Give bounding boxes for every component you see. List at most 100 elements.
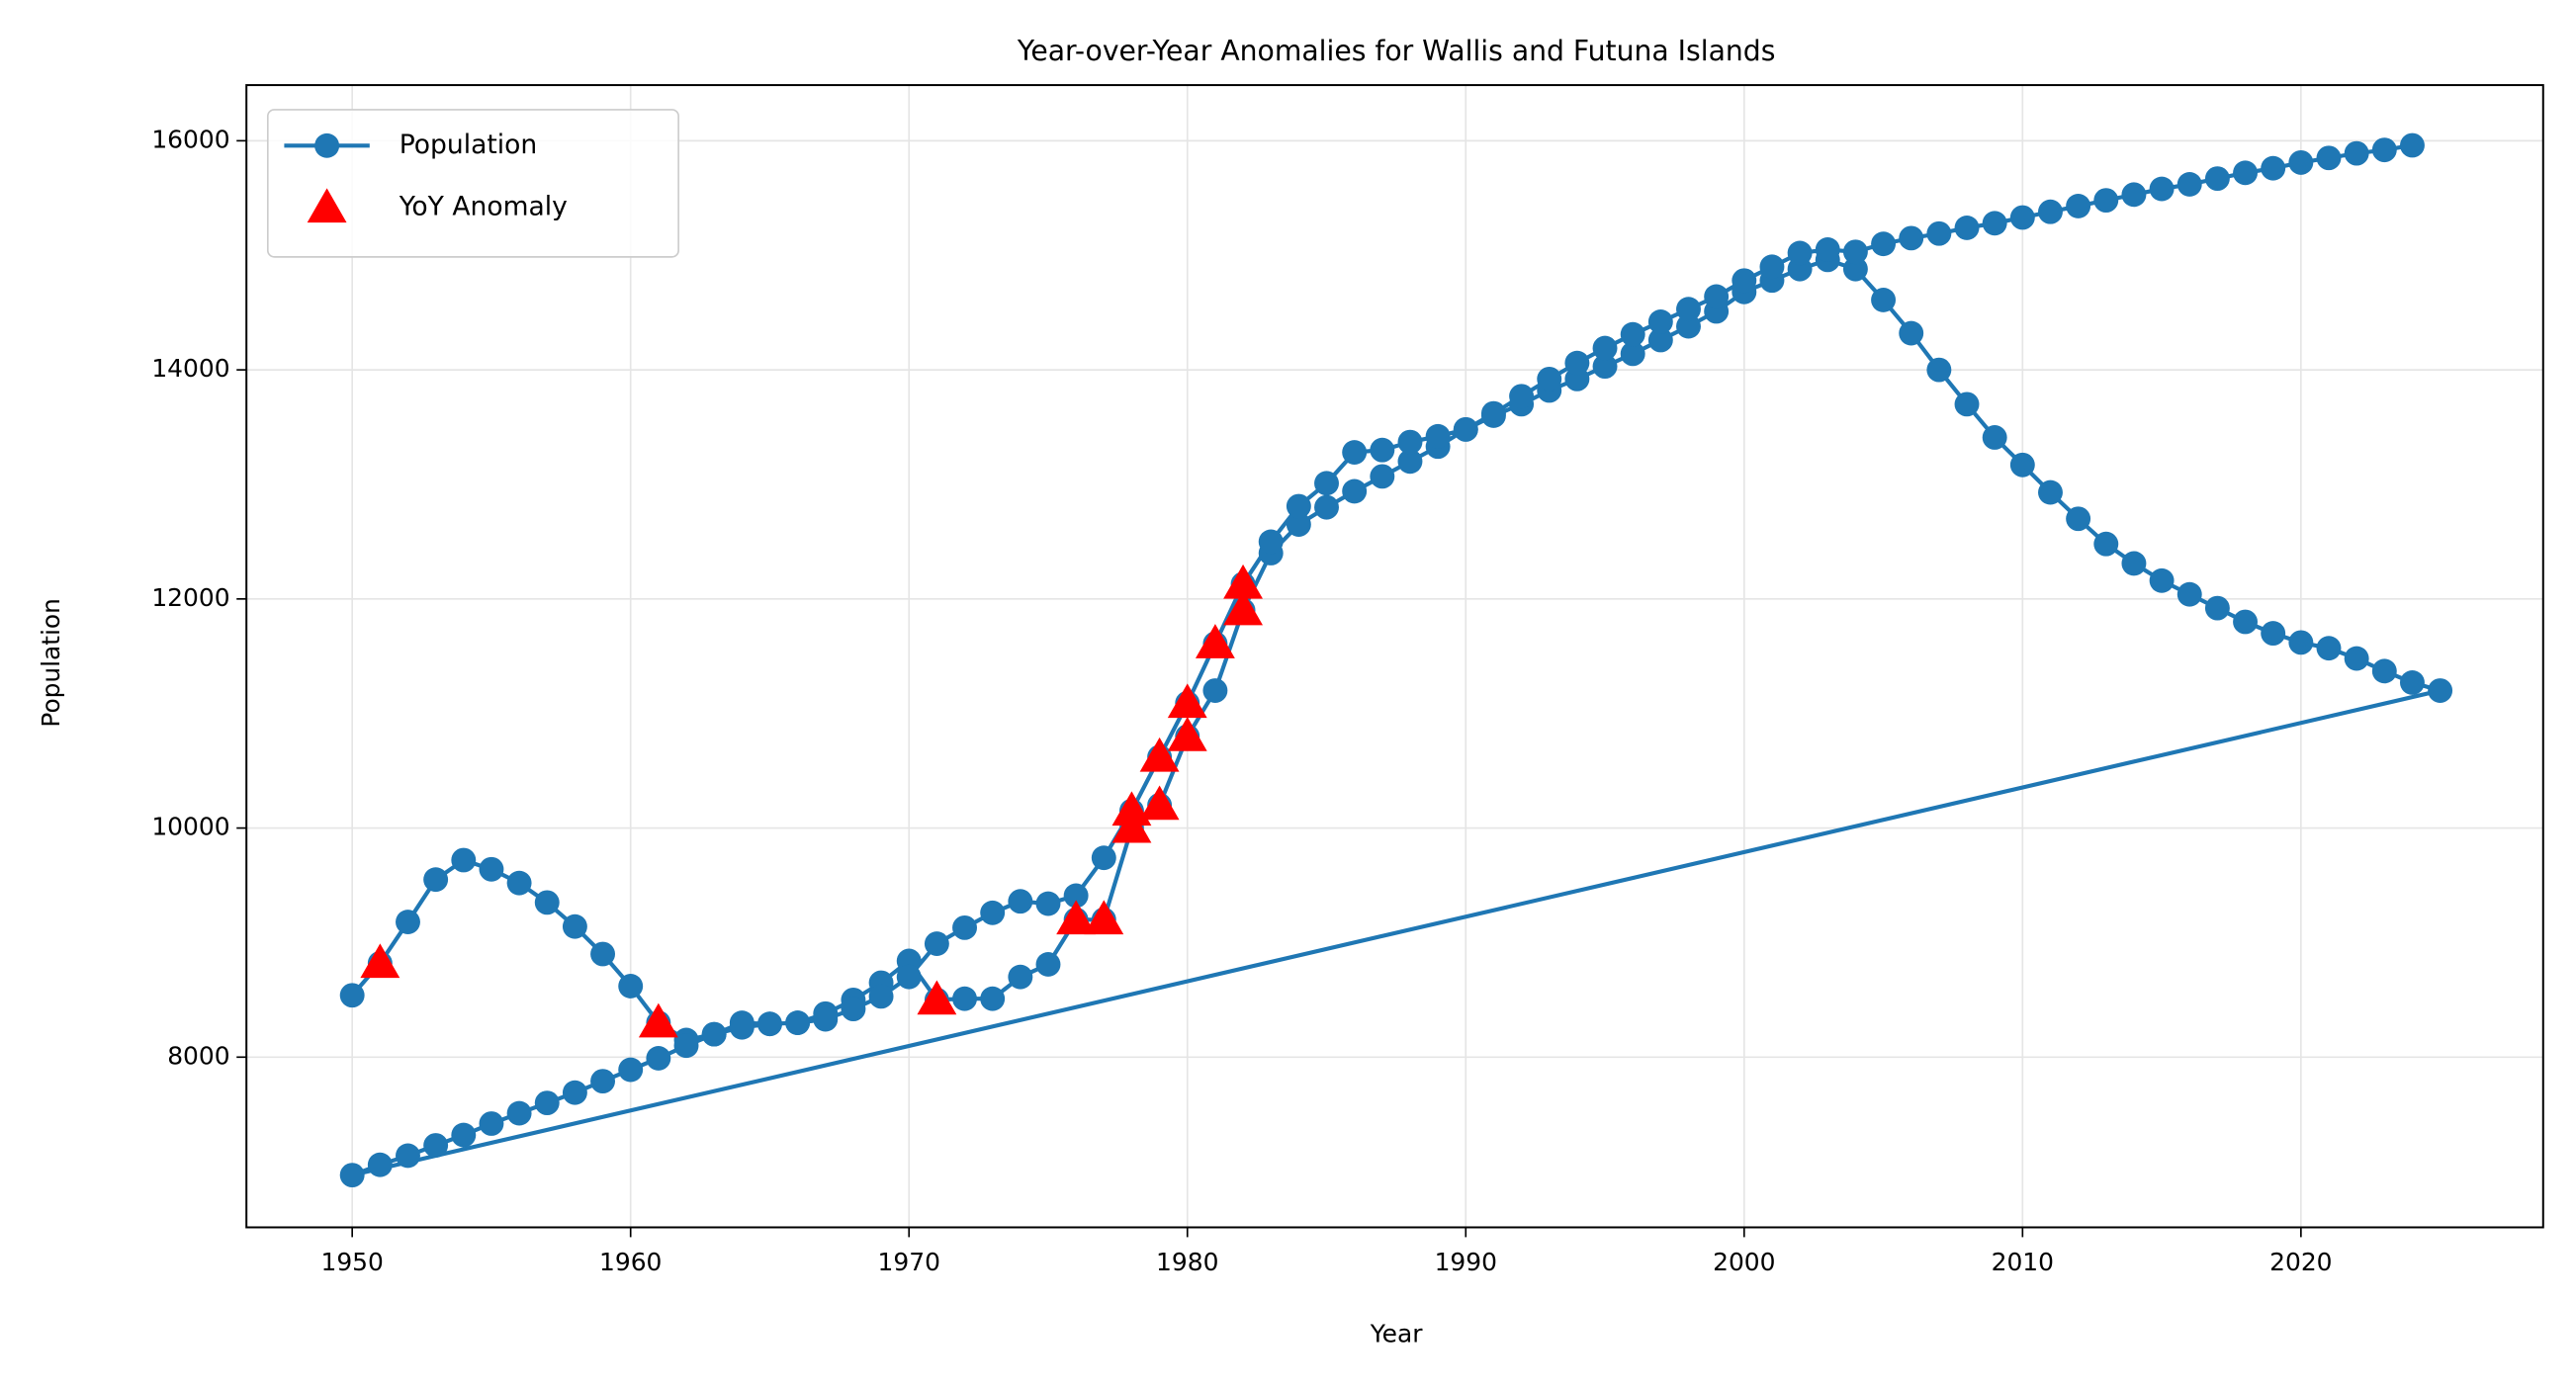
circle-marker — [2233, 160, 2259, 186]
circle-marker — [2121, 182, 2147, 208]
circle-marker — [1842, 239, 1868, 265]
circle-marker — [1035, 891, 1061, 916]
circle-marker — [1704, 284, 1730, 309]
circle-marker — [562, 913, 587, 939]
circle-marker — [2316, 636, 2342, 661]
circle-marker — [729, 1014, 755, 1040]
circle-marker — [2288, 149, 2314, 175]
circle-marker — [1564, 350, 1590, 376]
circle-marker — [534, 1090, 560, 1116]
circle-marker — [1954, 216, 1980, 240]
x-tick-label: 1970 — [878, 1248, 940, 1276]
circle-marker — [2399, 670, 2425, 695]
circle-marker — [952, 914, 977, 940]
circle-marker — [2066, 506, 2091, 532]
circle-marker — [2121, 551, 2147, 576]
circle-marker — [1480, 400, 1506, 426]
circle-marker — [1620, 341, 1645, 367]
circle-marker — [534, 890, 560, 915]
circle-marker — [2261, 621, 2286, 647]
circle-marker — [1676, 297, 1701, 322]
circle-marker — [1314, 494, 1339, 520]
circle-marker — [1397, 449, 1423, 475]
circle-marker — [1008, 964, 1033, 990]
legend-box — [266, 109, 679, 258]
x-tick-label: 2020 — [2269, 1248, 2332, 1276]
circle-marker — [1370, 437, 1395, 463]
circle-marker — [1842, 256, 1868, 282]
triangle-marker — [638, 1002, 678, 1038]
circle-marker — [1202, 678, 1228, 703]
circle-marker — [618, 1057, 644, 1083]
triangle-marker — [1223, 590, 1263, 626]
chart-title: Year-over-Year Anomalies for Wallis and … — [1017, 35, 1776, 67]
y-tick-label: 14000 — [151, 354, 229, 383]
circle-marker — [2233, 609, 2259, 635]
circle-marker — [2204, 166, 2230, 192]
circle-marker — [1871, 288, 1897, 312]
circle-marker — [1815, 237, 1840, 262]
circle-marker — [785, 1010, 811, 1035]
circle-marker — [1063, 883, 1089, 909]
triangle-marker — [360, 943, 400, 979]
circle-marker — [1759, 254, 1785, 280]
circle-marker — [646, 1046, 671, 1071]
x-tick-label: 2010 — [1992, 1248, 2054, 1276]
circle-marker — [1592, 335, 1618, 361]
triangle-marker — [1167, 683, 1207, 719]
circle-marker — [506, 870, 532, 896]
circle-marker — [1537, 366, 1562, 391]
circle-marker — [506, 1100, 532, 1126]
triangle-marker — [1084, 900, 1124, 935]
circle-marker — [1342, 478, 1368, 504]
axes-frame — [245, 84, 2544, 1229]
circle-marker — [396, 910, 420, 934]
circle-marker — [1425, 423, 1451, 449]
triangle-marker — [1139, 785, 1180, 821]
circle-marker — [423, 1133, 449, 1158]
circle-marker — [1397, 429, 1423, 455]
circle-marker — [2261, 155, 2286, 181]
triangle-marker — [1167, 717, 1207, 751]
circle-marker — [451, 847, 477, 873]
circle-marker — [2149, 567, 2175, 593]
circle-marker — [868, 984, 894, 1009]
circle-marker — [1787, 240, 1813, 266]
circle-marker — [1647, 327, 1673, 353]
circle-marker — [980, 986, 1006, 1011]
circle-marker — [1732, 268, 1757, 294]
plot-area — [339, 132, 2453, 1188]
circle-marker — [1314, 471, 1339, 496]
y-axis-label: Population — [37, 598, 65, 727]
y-tick-label: 8000 — [167, 1041, 229, 1070]
circle-marker — [618, 974, 644, 999]
circle-marker — [2149, 176, 2175, 202]
triangle-marker — [307, 188, 347, 223]
circle-marker — [339, 983, 365, 1008]
circle-marker — [1954, 391, 1980, 417]
triangle-marker — [1139, 737, 1180, 772]
circle-marker — [1035, 952, 1061, 977]
triangle-marker — [917, 980, 957, 1015]
circle-marker — [479, 856, 504, 882]
circle-marker — [1676, 313, 1701, 339]
legend: Population YoY Anomaly — [266, 109, 679, 258]
circle-marker — [1286, 493, 1311, 519]
circle-marker — [2344, 646, 2369, 671]
circle-marker — [1899, 225, 1924, 251]
circle-marker — [1899, 320, 1924, 346]
circle-marker — [1982, 425, 2007, 450]
circle-marker — [590, 1069, 616, 1094]
circle-marker — [2066, 194, 2091, 218]
circle-marker — [757, 1011, 782, 1037]
circle-marker — [2288, 630, 2314, 655]
circle-marker — [479, 1111, 504, 1136]
circle-marker — [2371, 658, 2397, 684]
circle-marker — [701, 1021, 727, 1047]
triangle-marker — [1195, 624, 1235, 658]
circle-marker — [2399, 132, 2425, 158]
circle-marker — [2093, 531, 2119, 557]
x-tick-label: 1960 — [599, 1248, 662, 1276]
circle-marker — [2009, 205, 2035, 230]
